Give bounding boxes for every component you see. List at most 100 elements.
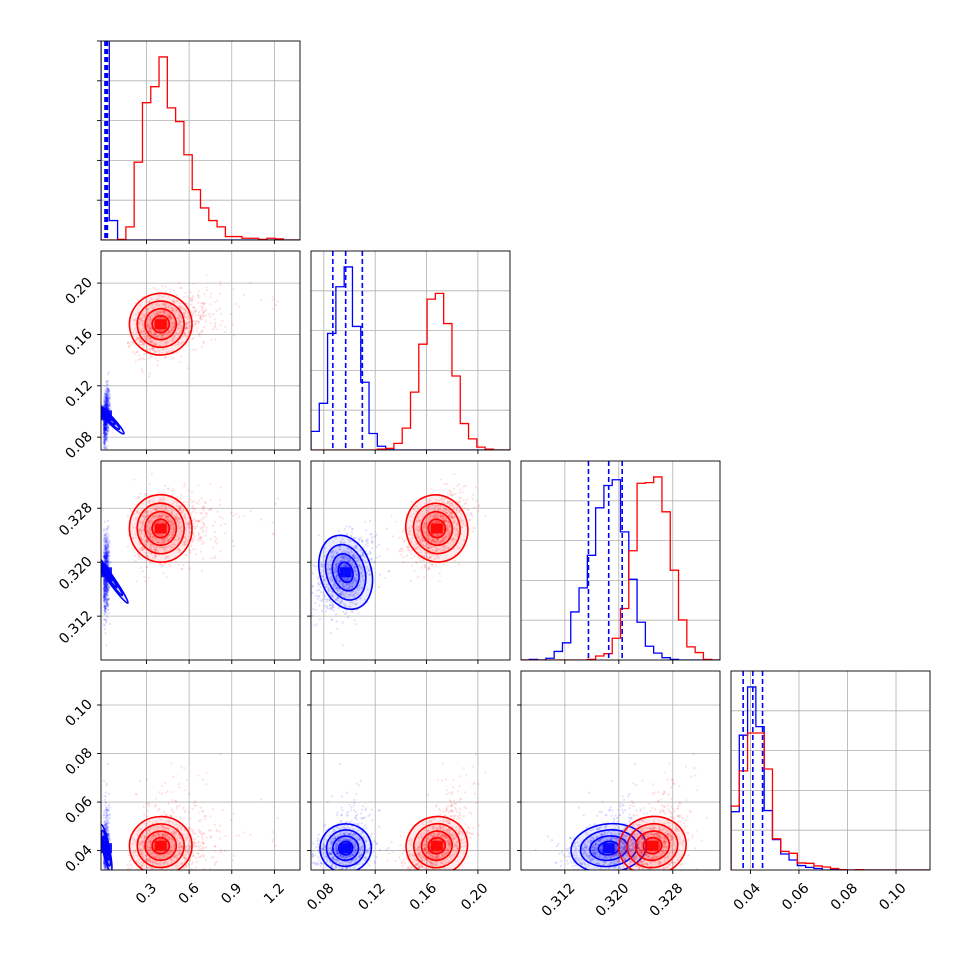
sample-point bbox=[104, 864, 107, 867]
sample-point bbox=[371, 567, 374, 570]
sample-point bbox=[104, 591, 107, 594]
sample-point bbox=[349, 558, 352, 561]
sample-point bbox=[106, 604, 109, 608]
sample-point bbox=[107, 408, 110, 411]
sample-point bbox=[363, 598, 366, 601]
sample-point bbox=[107, 397, 110, 400]
sample-point bbox=[349, 539, 353, 542]
sample-point bbox=[105, 398, 109, 401]
sample-point bbox=[368, 864, 371, 867]
sample-point bbox=[351, 610, 354, 613]
sample-point bbox=[344, 879, 346, 881]
sample-point bbox=[333, 552, 336, 555]
sample-point bbox=[104, 557, 107, 560]
sample-point bbox=[103, 440, 106, 443]
sample-point bbox=[104, 589, 107, 592]
sample-point bbox=[105, 429, 109, 432]
sample-point bbox=[348, 585, 352, 588]
sample-point bbox=[104, 439, 107, 442]
sample-point bbox=[346, 588, 349, 591]
sample-point bbox=[623, 847, 626, 851]
sample-point bbox=[104, 558, 107, 561]
sample-point bbox=[104, 433, 107, 436]
sample-point bbox=[318, 588, 321, 592]
sample-point bbox=[358, 583, 361, 587]
sample-point bbox=[322, 846, 325, 849]
sample-point bbox=[335, 587, 338, 590]
sample-point bbox=[337, 840, 340, 843]
sample-point bbox=[103, 795, 106, 798]
sample-point bbox=[338, 579, 341, 583]
sample-point bbox=[339, 834, 342, 837]
sample-point bbox=[353, 566, 356, 569]
sample-point bbox=[104, 557, 107, 560]
sample-point bbox=[102, 596, 106, 599]
sample-point bbox=[351, 527, 354, 530]
sample-point bbox=[104, 587, 107, 590]
sample-point bbox=[560, 872, 562, 874]
sample-point bbox=[104, 539, 108, 542]
sample-point bbox=[569, 837, 572, 840]
sample-point bbox=[106, 832, 110, 835]
marks-layer bbox=[101, 41, 930, 881]
sample-point bbox=[104, 543, 107, 546]
sample-point bbox=[103, 589, 106, 592]
sample-point bbox=[354, 580, 357, 583]
sample-point bbox=[105, 556, 108, 559]
sample-point bbox=[105, 560, 108, 563]
sample-point bbox=[104, 582, 107, 585]
sample-point bbox=[102, 594, 105, 598]
sample-point bbox=[104, 588, 107, 591]
sample-point bbox=[368, 813, 371, 816]
sample-point bbox=[329, 593, 332, 596]
sample-point bbox=[353, 849, 356, 852]
sample-point bbox=[104, 874, 106, 876]
sample-point bbox=[106, 537, 109, 540]
sample-point bbox=[106, 403, 109, 406]
sample-point bbox=[104, 555, 107, 558]
sample-point bbox=[105, 589, 108, 592]
sample-point bbox=[355, 544, 358, 548]
sample-point bbox=[105, 433, 108, 436]
sample-point bbox=[103, 583, 106, 586]
sample-point bbox=[340, 541, 343, 544]
sample-point bbox=[347, 577, 350, 580]
sample-point bbox=[107, 390, 110, 393]
sample-point bbox=[350, 585, 353, 588]
sample-point bbox=[105, 806, 108, 809]
sample-point bbox=[107, 560, 110, 563]
sample-point bbox=[330, 554, 333, 557]
sample-point bbox=[105, 431, 108, 434]
sample-point bbox=[349, 839, 353, 842]
sample-point bbox=[623, 845, 626, 848]
sample-point bbox=[304, 854, 306, 856]
sample-point bbox=[103, 426, 106, 430]
sample-point bbox=[378, 573, 382, 576]
sample-point bbox=[103, 606, 107, 609]
sample-point bbox=[633, 842, 636, 845]
sample-point bbox=[353, 801, 356, 805]
sample-point bbox=[104, 426, 107, 429]
sample-point bbox=[352, 553, 355, 556]
sample-point bbox=[103, 581, 107, 584]
sample-point bbox=[104, 398, 107, 401]
sample-point bbox=[106, 399, 109, 402]
sample-point bbox=[604, 855, 607, 859]
sample-point bbox=[107, 387, 110, 391]
sample-point bbox=[341, 555, 345, 558]
sample-point bbox=[568, 836, 571, 839]
sample-point bbox=[103, 584, 106, 587]
sample-point bbox=[339, 854, 342, 857]
sample-point bbox=[341, 861, 344, 865]
sample-point bbox=[330, 838, 333, 841]
sample-point bbox=[105, 427, 108, 430]
sample-point bbox=[343, 576, 346, 580]
sample-point bbox=[106, 397, 109, 400]
sample-point bbox=[311, 614, 314, 617]
sample-point bbox=[103, 556, 106, 559]
sample-point bbox=[366, 541, 369, 545]
sample-point bbox=[107, 560, 111, 563]
sample-point bbox=[331, 585, 335, 589]
sample-point bbox=[335, 567, 338, 570]
sample-point bbox=[351, 834, 354, 837]
